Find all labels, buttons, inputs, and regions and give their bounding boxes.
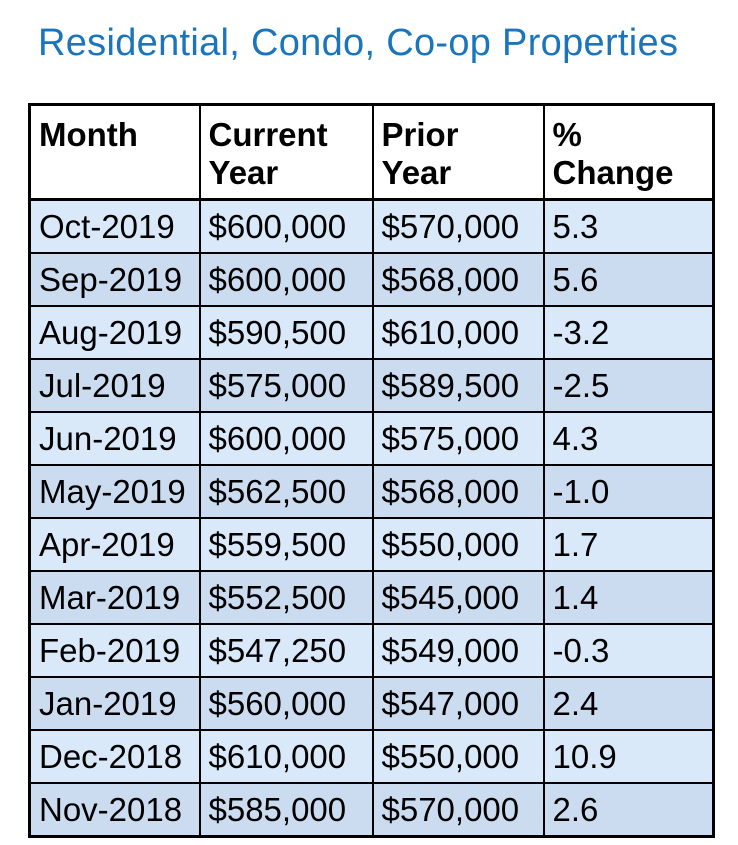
column-header-prior: Prior Year bbox=[371, 103, 545, 201]
change-cell: 2.6 bbox=[542, 781, 715, 838]
table-row: Jun-2019 $600,000 $575,000 4.3 bbox=[28, 410, 715, 466]
header-row: Month Current Year Prior Year% Change bbox=[28, 103, 715, 201]
prior-cell: $545,000 bbox=[371, 569, 545, 625]
month-cell: Nov-2018 bbox=[28, 781, 201, 838]
table-row: May-2019 $562,500 $568,000 -1.0 bbox=[28, 463, 715, 519]
table-row: Jan-2019 $560,000 $547,000 2.4 bbox=[28, 675, 715, 731]
prior-cell: $589,500 bbox=[371, 357, 545, 413]
month-cell: Jan-2019 bbox=[28, 675, 201, 731]
table-row: Sep-2019 $600,000 $568,000 5.6 bbox=[28, 251, 715, 307]
current-cell: $562,500 bbox=[198, 463, 374, 519]
prior-cell: $550,000 bbox=[371, 728, 545, 784]
change-cell: -3.2 bbox=[542, 304, 715, 360]
column-header-change: % Change bbox=[542, 103, 715, 201]
current-cell: $559,500 bbox=[198, 516, 374, 572]
change-cell: 10.9 bbox=[542, 728, 715, 784]
prior-cell: $568,000 bbox=[371, 463, 545, 519]
change-cell: 4.3 bbox=[542, 410, 715, 466]
month-cell: Aug-2019 bbox=[28, 304, 201, 360]
column-header-current: Current Year bbox=[198, 103, 374, 201]
current-cell: $552,500 bbox=[198, 569, 374, 625]
page-title: Residential, Condo, Co-op Properties bbox=[38, 22, 679, 64]
properties-table: Month Current Year Prior Year% Change Oct-… bbox=[28, 103, 715, 838]
prior-cell: $550,000 bbox=[371, 516, 545, 572]
prior-cell: $547,000 bbox=[371, 675, 545, 731]
current-cell: $610,000 bbox=[198, 728, 374, 784]
table-row: Jul-2019 $575,000 $589,500 -2.5 bbox=[28, 357, 715, 413]
prior-cell: $570,000 bbox=[371, 198, 545, 254]
change-cell: -1.0 bbox=[542, 463, 715, 519]
month-cell: Apr-2019 bbox=[28, 516, 201, 572]
current-cell: $600,000 bbox=[198, 251, 374, 307]
prior-cell: $570,000 bbox=[371, 781, 545, 838]
current-cell: $590,500 bbox=[198, 304, 374, 360]
month-cell: Feb-2019 bbox=[28, 622, 201, 678]
change-cell: 5.3 bbox=[542, 198, 715, 254]
change-cell: 5.6 bbox=[542, 251, 715, 307]
prior-cell: $610,000 bbox=[371, 304, 545, 360]
month-cell: May-2019 bbox=[28, 463, 201, 519]
change-cell: -0.3 bbox=[542, 622, 715, 678]
current-cell: $547,250 bbox=[198, 622, 374, 678]
change-cell: -2.5 bbox=[542, 357, 715, 413]
table-row: Aug-2019 $590,500 $610,000 -3.2 bbox=[28, 304, 715, 360]
change-cell: 2.4 bbox=[542, 675, 715, 731]
current-cell: $600,000 bbox=[198, 198, 374, 254]
table-row: Feb-2019 $547,250 $549,000 -0.3 bbox=[28, 622, 715, 678]
current-cell: $575,000 bbox=[198, 357, 374, 413]
column-header-month: Month bbox=[28, 103, 201, 201]
month-cell: Mar-2019 bbox=[28, 569, 201, 625]
change-cell: 1.7 bbox=[542, 516, 715, 572]
current-cell: $560,000 bbox=[198, 675, 374, 731]
month-cell: Jun-2019 bbox=[28, 410, 201, 466]
month-cell: Jul-2019 bbox=[28, 357, 201, 413]
month-cell: Dec-2018 bbox=[28, 728, 201, 784]
month-cell: Oct-2019 bbox=[28, 198, 201, 254]
current-cell: $585,000 bbox=[198, 781, 374, 838]
table-row: Nov-2018 $585,000 $570,000 2.6 bbox=[28, 781, 715, 838]
month-cell: Sep-2019 bbox=[28, 251, 201, 307]
table-row: Mar-2019 $552,500 $545,000 1.4 bbox=[28, 569, 715, 625]
change-cell: 1.4 bbox=[542, 569, 715, 625]
table-row: Dec-2018 $610,000 $550,000 10.9 bbox=[28, 728, 715, 784]
prior-cell: $575,000 bbox=[371, 410, 545, 466]
prior-cell: $568,000 bbox=[371, 251, 545, 307]
prior-cell: $549,000 bbox=[371, 622, 545, 678]
table-body: Oct-2019 $600,000 $570,000 5.3 Sep-2019 $600,… bbox=[28, 198, 715, 838]
table-row: Apr-2019 $559,500 $550,000 1.7 bbox=[28, 516, 715, 572]
current-cell: $600,000 bbox=[198, 410, 374, 466]
table-row: Oct-2019 $600,000 $570,000 5.3 bbox=[28, 198, 715, 254]
